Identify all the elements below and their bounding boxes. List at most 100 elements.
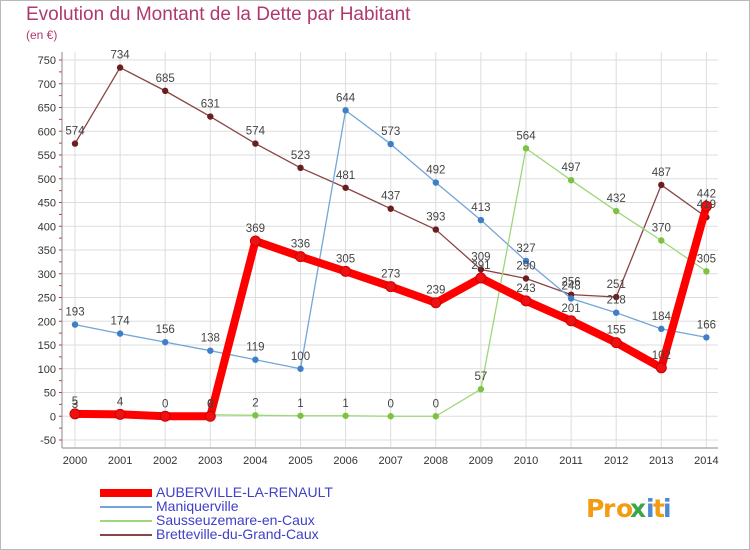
x-tick-label: 2011 xyxy=(559,455,583,467)
data-point xyxy=(430,297,442,309)
data-label: 305 xyxy=(697,253,716,265)
data-point xyxy=(613,309,620,316)
data-point xyxy=(297,164,304,172)
data-point xyxy=(477,266,485,273)
data-point xyxy=(385,281,397,293)
data-point xyxy=(477,385,485,393)
logo-letter: t xyxy=(653,494,665,523)
data-label: 644 xyxy=(336,92,356,104)
data-point xyxy=(162,87,169,95)
data-label: 1 xyxy=(297,398,303,410)
data-point xyxy=(295,251,306,263)
data-label: 574 xyxy=(246,126,266,138)
axis-layer: -500501001502002503003504004505005506006… xyxy=(38,52,719,467)
data-point xyxy=(252,140,259,147)
data-label: 0 xyxy=(433,398,439,410)
data-point xyxy=(204,410,216,422)
data-label: 0 xyxy=(387,398,393,410)
x-tick-label: 2000 xyxy=(63,455,87,467)
data-label: 119 xyxy=(246,342,264,354)
x-tick-label: 2001 xyxy=(108,455,132,467)
x-tick-label: 2004 xyxy=(243,455,267,467)
y-tick-label: 700 xyxy=(38,79,56,91)
data-point xyxy=(432,413,439,420)
data-point xyxy=(520,295,532,307)
data-point xyxy=(342,107,349,114)
data-label: 305 xyxy=(336,253,355,265)
data-label: 3 xyxy=(72,399,78,411)
x-tick-label: 2007 xyxy=(378,455,402,467)
data-point xyxy=(432,226,439,233)
logo-letter: P xyxy=(586,494,604,523)
data-label: 193 xyxy=(65,307,84,319)
data-point xyxy=(703,334,710,341)
data-point xyxy=(658,325,665,333)
legend-label: Bretteville-du-Grand-Caux xyxy=(156,526,319,542)
data-point xyxy=(658,237,665,244)
chart-unit-label: (en €) xyxy=(26,28,58,42)
grid-layer xyxy=(62,52,718,447)
data-label: 574 xyxy=(65,126,85,138)
data-point xyxy=(340,265,352,277)
data-label: 57 xyxy=(475,371,488,383)
data-point xyxy=(522,257,530,265)
data-label: 5 xyxy=(72,396,78,408)
data-label: 734 xyxy=(111,50,131,62)
data-label: 273 xyxy=(381,269,400,281)
y-tick-label: 50 xyxy=(44,388,56,400)
data-label: 102 xyxy=(652,350,671,362)
data-label: 442 xyxy=(697,188,716,200)
data-point xyxy=(252,356,259,363)
data-label: 248 xyxy=(562,280,581,292)
x-tick-label: 2008 xyxy=(424,455,448,467)
data-point xyxy=(475,272,487,284)
data-label: 393 xyxy=(426,212,445,224)
data-label: 2 xyxy=(252,397,258,409)
legend-swatch xyxy=(100,489,152,497)
x-tick-label: 2014 xyxy=(694,455,718,467)
data-label: 492 xyxy=(426,165,445,177)
data-label: 413 xyxy=(471,202,490,214)
data-label: 291 xyxy=(471,260,490,272)
data-label: 243 xyxy=(516,283,535,295)
data-point xyxy=(477,216,485,224)
data-point xyxy=(342,412,349,419)
data-point xyxy=(69,408,81,420)
y-tick-label: -50 xyxy=(40,435,56,447)
data-label: 370 xyxy=(652,223,671,235)
x-tick-label: 2013 xyxy=(649,455,673,467)
data-label: 432 xyxy=(607,193,626,205)
data-point xyxy=(567,295,575,302)
logo-letter: o xyxy=(616,494,633,523)
y-tick-label: 250 xyxy=(38,293,56,305)
data-point xyxy=(249,235,261,247)
data-point xyxy=(297,365,304,372)
data-point xyxy=(252,412,259,419)
data-label: 309 xyxy=(471,251,490,263)
data-label: 419 xyxy=(697,199,716,211)
data-label: 156 xyxy=(156,324,175,336)
y-tick-label: 550 xyxy=(38,150,56,162)
data-label: 174 xyxy=(111,316,131,328)
data-label: 0 xyxy=(207,398,213,410)
legend-label: Maniquerville xyxy=(156,498,239,514)
logo-letter: x xyxy=(630,494,646,523)
data-label: 184 xyxy=(652,311,672,323)
logo-letter: r xyxy=(603,494,616,523)
y-tick-label: 100 xyxy=(38,364,56,376)
y-tick-label: 350 xyxy=(38,245,56,257)
data-label: 523 xyxy=(291,150,310,162)
data-point xyxy=(610,337,622,349)
data-label: 1 xyxy=(342,398,348,410)
x-tick-label: 2005 xyxy=(288,455,312,467)
data-point xyxy=(297,412,304,419)
data-label: 6 xyxy=(207,399,213,411)
data-label: 290 xyxy=(516,261,535,273)
chart-title: Evolution du Montant de la Dette par Hab… xyxy=(26,4,411,25)
legend-label: AUBERVILLE-LA-RENAULT xyxy=(156,484,333,500)
label-layer: 5 4 0 0369336305273239291243201155102442193… xyxy=(65,50,716,411)
data-point xyxy=(159,410,171,422)
data-point xyxy=(703,268,710,275)
y-tick-label: 500 xyxy=(38,174,56,186)
